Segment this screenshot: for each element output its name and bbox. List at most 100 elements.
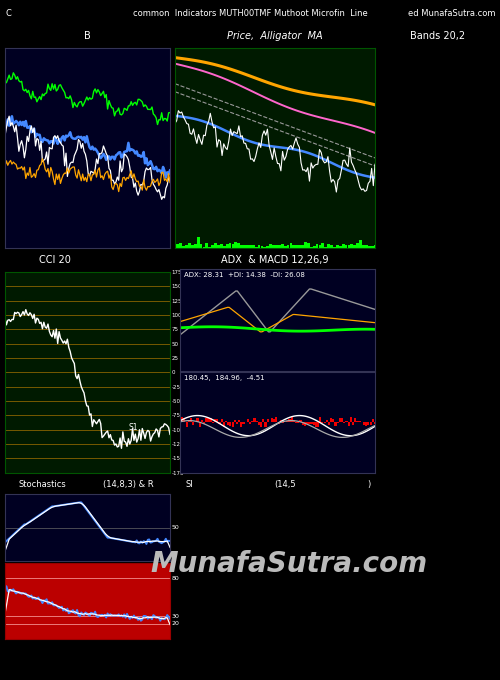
Bar [252,245,254,248]
Bar [292,245,295,248]
Bar [234,242,238,248]
Bar [312,246,316,248]
Bar [306,422,308,424]
Bar [365,422,368,426]
Bar [251,421,254,422]
Bar [192,422,194,426]
Text: (14,5: (14,5 [274,480,296,489]
Text: (14,8,3) & R: (14,8,3) & R [104,480,154,489]
Bar [205,418,208,422]
Text: Stochastics: Stochastics [18,480,66,489]
Bar [238,420,240,422]
Bar [372,420,374,422]
Bar [319,418,322,422]
Bar [295,422,297,423]
Bar [264,422,266,427]
Bar [232,244,234,248]
Bar [230,422,232,426]
Bar [266,246,269,248]
Bar [363,422,365,425]
Bar [346,421,348,422]
Bar [358,421,360,422]
Bar [298,245,301,248]
Bar [220,419,222,422]
Bar [217,245,220,248]
Bar [302,422,304,425]
Bar [342,244,344,248]
Bar [326,420,328,422]
Bar [297,422,300,423]
Bar [374,422,376,424]
Bar [256,421,258,422]
Bar [249,245,252,248]
Bar [365,245,368,248]
Text: ADX: 28.31  +DI: 14.38  -DI: 26.08: ADX: 28.31 +DI: 14.38 -DI: 26.08 [184,272,305,277]
Bar [180,243,182,248]
Bar [304,422,306,426]
Bar [202,247,205,248]
Bar [226,245,228,248]
Text: CCI 20: CCI 20 [38,255,70,265]
Bar [236,422,238,424]
Bar [300,420,302,422]
Bar [184,418,186,422]
Bar [185,245,188,248]
Bar [341,418,343,422]
Bar [216,419,218,422]
Bar [281,244,283,248]
Bar [234,420,236,422]
Text: 20: 20 [172,622,179,626]
Bar [288,418,290,422]
Bar [247,420,249,422]
Bar [255,247,258,248]
Bar [322,243,324,248]
Bar [240,422,242,426]
Text: common  Indicators MUTH00TMF Muthoot Microfin  Line: common Indicators MUTH00TMF Muthoot Micr… [132,9,368,18]
Bar [374,245,376,248]
Text: SI: SI [185,480,193,489]
Bar [194,244,196,248]
Bar [339,245,342,248]
Text: 80: 80 [172,576,179,581]
Bar [310,422,312,424]
Bar [181,418,184,422]
Bar [196,418,198,422]
Bar [262,419,264,422]
Bar [246,245,249,248]
Text: MunafaSutra.com: MunafaSutra.com [150,550,427,579]
Bar [275,245,278,248]
Bar [362,245,365,248]
Bar [318,245,322,248]
Bar [242,422,244,424]
Bar [186,422,188,427]
Bar [316,244,318,248]
Bar [176,244,180,248]
Text: 30: 30 [172,614,179,619]
Text: ): ) [368,480,371,489]
Bar [228,243,232,248]
Bar [356,421,358,422]
Bar [208,418,210,422]
Bar [198,422,201,427]
Bar [200,245,202,248]
Bar [354,418,356,422]
Bar [332,420,334,422]
Bar [214,243,217,248]
Bar [350,418,352,422]
Bar [254,418,256,422]
Text: S1: S1 [129,422,138,432]
Bar [330,245,333,248]
Text: B: B [84,31,91,41]
Bar [293,420,295,422]
Bar [322,422,324,423]
Text: Price,  Alligator  MA: Price, Alligator MA [227,31,323,41]
Bar [339,418,341,422]
Bar [272,245,275,248]
Bar [266,418,268,422]
Bar [290,243,292,248]
Bar [370,245,374,248]
Bar [310,247,312,248]
Bar [336,245,338,248]
Bar [212,245,214,248]
Bar [220,244,223,248]
